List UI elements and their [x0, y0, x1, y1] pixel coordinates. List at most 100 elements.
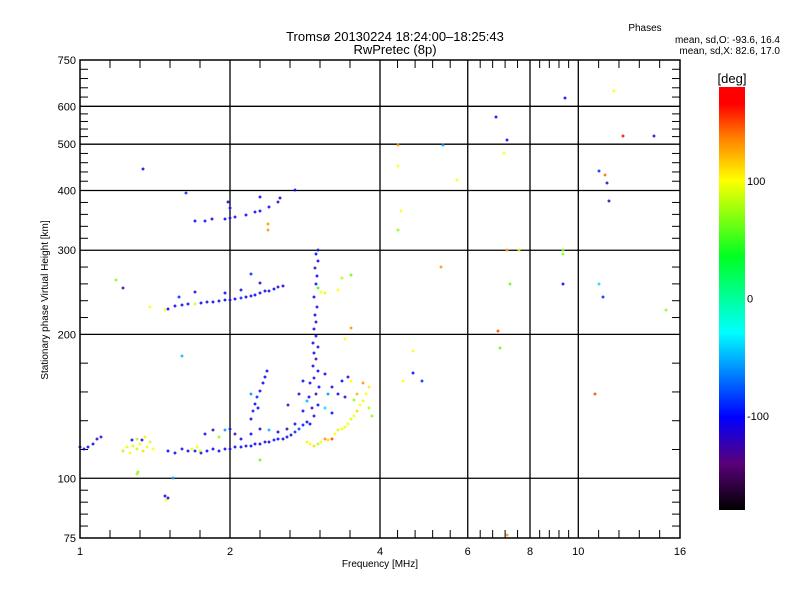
data-point: [301, 379, 305, 383]
data-point: [130, 438, 134, 442]
data-point: [311, 364, 315, 368]
data-point: [267, 205, 271, 209]
data-point: [249, 272, 253, 276]
data-point: [164, 498, 168, 502]
data-point: [305, 440, 309, 444]
stats-heading: Phases: [628, 23, 661, 34]
data-point: [301, 409, 305, 413]
data-point: [333, 432, 337, 436]
x-tick-label: 2: [227, 546, 233, 558]
data-point: [297, 392, 301, 396]
data-point: [228, 298, 232, 302]
data-point: [267, 440, 271, 444]
data-point: [319, 290, 323, 294]
y-tick-label: 500: [58, 139, 76, 151]
y-tick-label: 75: [64, 533, 76, 545]
data-point: [597, 169, 601, 173]
data-point: [135, 447, 139, 451]
data-point: [308, 381, 312, 385]
data-point: [603, 173, 607, 177]
data-point: [217, 449, 221, 453]
x-tick-label: 8: [527, 546, 533, 558]
data-point: [336, 392, 340, 396]
data-point: [314, 334, 318, 338]
data-point: [316, 286, 320, 290]
data-point: [239, 296, 243, 300]
data-point: [286, 403, 290, 407]
data-point: [244, 444, 248, 448]
data-point: [311, 341, 315, 345]
data-point: [314, 282, 318, 286]
data-point: [312, 444, 316, 448]
data-point: [265, 369, 269, 373]
data-point: [297, 427, 301, 431]
data-point: [316, 345, 320, 349]
data-point: [301, 423, 305, 427]
data-point: [355, 409, 359, 413]
data-point: [396, 228, 400, 232]
data-point: [314, 392, 318, 396]
data-point: [239, 288, 243, 292]
data-point: [249, 294, 253, 298]
data-point: [233, 445, 237, 449]
data-point: [138, 442, 142, 446]
data-point: [228, 216, 232, 220]
y-tick-label: 300: [58, 245, 76, 257]
data-point: [276, 285, 280, 289]
data-point: [312, 376, 316, 380]
data-point: [217, 435, 221, 439]
data-point: [266, 228, 270, 232]
data-point: [99, 435, 103, 439]
colorbar-label: [deg]: [718, 71, 747, 86]
data-point: [316, 248, 320, 252]
data-point: [505, 138, 509, 142]
data-point: [180, 303, 184, 307]
data-point: [226, 200, 230, 204]
data-point: [166, 449, 170, 453]
data-point: [367, 406, 371, 410]
data-point: [316, 442, 320, 446]
data-point: [253, 293, 257, 297]
data-point: [193, 302, 197, 306]
data-point: [281, 284, 285, 288]
data-point: [455, 178, 459, 182]
data-point: [664, 308, 668, 312]
data-point: [563, 96, 567, 100]
stats-x-mode: mean, sd,X: 82.6, 17.0: [679, 46, 780, 57]
data-point: [203, 219, 207, 223]
data-point: [193, 219, 197, 223]
data-point: [135, 472, 139, 476]
data-point: [420, 379, 424, 383]
data-point: [355, 392, 359, 396]
data-point: [364, 392, 368, 396]
data-point: [217, 299, 221, 303]
data-point: [612, 89, 616, 93]
data-point: [561, 248, 565, 252]
data-point: [121, 286, 125, 290]
data-point: [340, 379, 344, 383]
colorbar: [719, 87, 745, 510]
data-point: [312, 414, 316, 418]
data-point: [233, 297, 237, 301]
y-tick-label: 750: [58, 55, 76, 67]
data-point: [249, 417, 253, 421]
data-point: [136, 470, 140, 474]
data-point: [267, 428, 271, 432]
data-point: [173, 451, 177, 455]
data-point: [184, 191, 188, 195]
data-point: [312, 351, 316, 355]
data-point: [205, 300, 209, 304]
data-point: [316, 259, 320, 263]
plot-frame: [79, 59, 681, 539]
chart-title: Tromsø 20130224 18:24:00–18:25:43: [286, 29, 504, 44]
data-point: [211, 428, 215, 432]
data-point: [205, 449, 209, 453]
data-point: [263, 440, 267, 444]
axis-ticks: 1 2 4 6 8 10 16 75 100 200 300 400 500 600 750: [58, 55, 686, 558]
data-point: [496, 329, 500, 333]
data-point: [258, 389, 262, 393]
data-point: [239, 437, 243, 441]
data-point: [128, 451, 132, 455]
data-point: [193, 449, 197, 453]
data-point: [135, 437, 139, 441]
